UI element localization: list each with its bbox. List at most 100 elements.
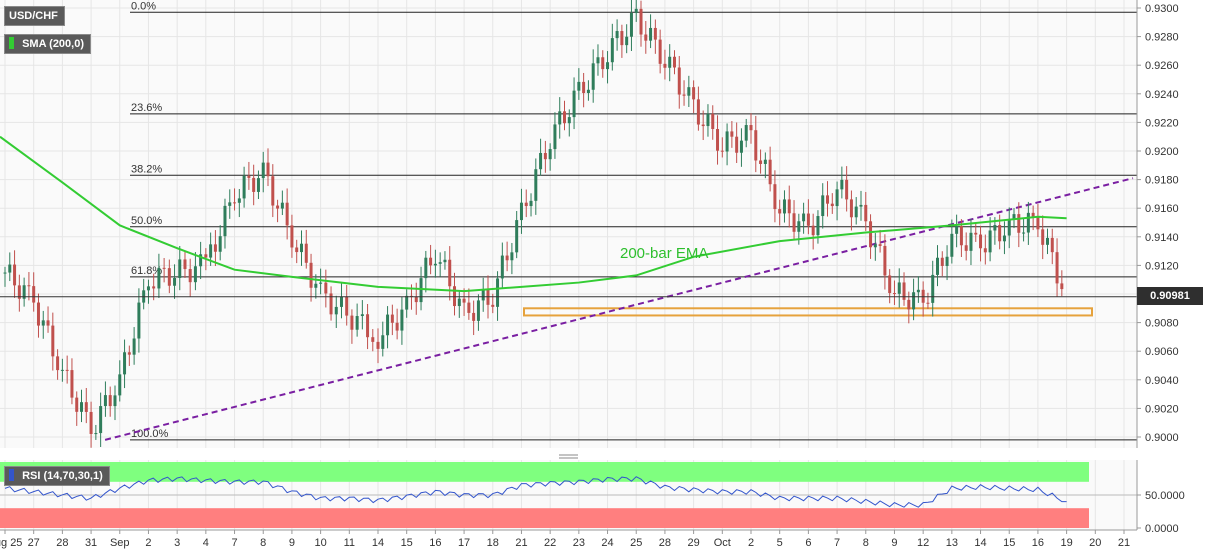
candle-body: [1026, 212, 1030, 233]
candle-body: [634, 8, 638, 13]
candle-body: [324, 282, 328, 294]
candle-body: [46, 320, 50, 326]
candle-body: [754, 130, 758, 161]
time-tick-label: 7: [231, 537, 237, 549]
rsi-oversold-band: [0, 508, 1089, 528]
candle-body: [271, 176, 275, 206]
candle-body: [376, 341, 380, 349]
candle-body: [467, 302, 471, 313]
candle-body: [223, 205, 227, 237]
candle-body: [276, 205, 280, 209]
candle-body: [123, 352, 127, 375]
candle-body: [692, 87, 696, 100]
candle-body: [629, 12, 633, 37]
candle-body: [677, 67, 681, 95]
candle-body: [672, 56, 676, 68]
candle-body: [457, 298, 461, 307]
price-plot-area: [0, 0, 1137, 448]
candle-body: [481, 289, 485, 301]
candle-body: [183, 259, 187, 270]
candle-body: [491, 304, 495, 307]
candle-body: [443, 259, 447, 263]
time-tick-label: 10: [314, 537, 326, 549]
candle-body: [381, 335, 385, 349]
candle-body: [802, 213, 806, 222]
price-tick-label: 0.9080: [1145, 318, 1179, 330]
candle-body: [543, 152, 547, 160]
candle-body: [1041, 229, 1045, 245]
time-tick-label: 3: [174, 537, 180, 549]
candle-body: [620, 31, 624, 46]
candle-body: [75, 397, 79, 412]
candle-body: [601, 57, 605, 70]
current-price-tag: 0.90981: [1137, 287, 1203, 305]
time-tick-label: 20: [1089, 537, 1101, 549]
candle-body: [1045, 237, 1049, 245]
candle-body: [907, 299, 911, 310]
time-tick-label: 9: [289, 537, 295, 549]
candle-body: [299, 243, 303, 253]
candle-body: [505, 255, 509, 261]
candle-body: [701, 124, 705, 127]
rsi-badge[interactable]: RSI (14,70,30,1): [4, 466, 110, 486]
candle-body: [639, 8, 643, 35]
time-tick-label: 31: [85, 537, 97, 549]
candle-body: [615, 31, 619, 39]
time-tick-label: 15: [401, 537, 413, 549]
candle-body: [242, 175, 246, 199]
candle-body: [510, 252, 514, 261]
time-tick-label: 12: [917, 537, 929, 549]
candle-body: [873, 244, 877, 248]
candle-body: [414, 297, 418, 303]
candle-body: [897, 282, 901, 294]
time-tick-label: Oct: [714, 537, 731, 549]
candle-body: [706, 113, 710, 127]
panel-separator[interactable]: [559, 454, 578, 459]
candle-body: [453, 286, 457, 307]
candle-body: [261, 162, 265, 179]
candle-body: [945, 256, 949, 266]
rsi-tick-label: 0.0000: [1145, 523, 1179, 535]
candle-body: [213, 244, 217, 252]
fib-level-label: 23.6%: [131, 102, 162, 114]
candle-body: [730, 131, 734, 137]
candle-body: [926, 302, 930, 304]
candle-body: [400, 309, 404, 331]
candle-body: [256, 178, 260, 192]
candle-body: [1002, 235, 1006, 242]
candle-body: [355, 316, 359, 330]
candle-body: [386, 314, 390, 336]
candle-body: [462, 298, 466, 303]
candle-body: [739, 140, 743, 153]
candle-body: [157, 267, 161, 289]
candle-body: [883, 245, 887, 276]
candle-body: [350, 315, 354, 330]
candle-body: [218, 236, 222, 252]
candle-body: [295, 247, 299, 253]
candle-body: [864, 204, 868, 222]
candle-body: [99, 406, 103, 434]
candle-body: [553, 124, 557, 150]
time-tick-label: 15: [1003, 537, 1015, 549]
candle-body: [716, 128, 720, 151]
indicator-badge[interactable]: SMA (200,0): [4, 34, 92, 54]
candle-body: [390, 314, 394, 323]
pair-badge[interactable]: USD/CHF: [4, 6, 65, 26]
candle-body: [854, 206, 858, 218]
price-tick-label: 0.9280: [1145, 32, 1179, 44]
time-tick-label: 16: [1032, 537, 1044, 549]
time-tick-label: 2: [748, 537, 754, 549]
candle-body: [649, 27, 653, 41]
rsi-bands: [0, 462, 1137, 528]
candle-body: [869, 221, 873, 248]
indicator-label: SMA (200,0): [22, 38, 85, 50]
price-tick-label: 0.9040: [1145, 375, 1179, 387]
candle-body: [811, 225, 815, 236]
rsi-color-swatch: [9, 469, 14, 481]
candle-body: [319, 282, 323, 284]
candle-body: [178, 259, 182, 278]
candle-body: [682, 94, 686, 96]
candle-body: [127, 352, 131, 355]
candle-body: [610, 38, 614, 63]
